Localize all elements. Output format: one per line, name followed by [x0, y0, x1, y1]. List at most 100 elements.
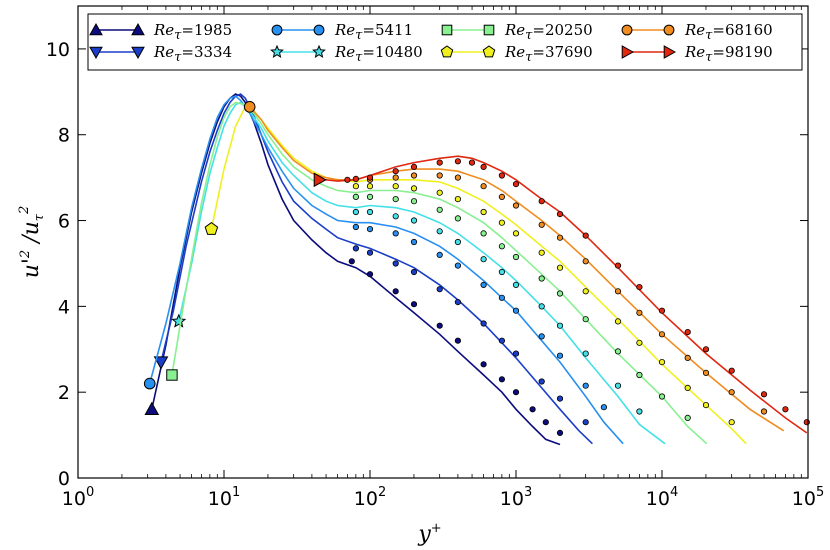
series-line-10480 — [178, 101, 666, 445]
x-tick-label-5: 105 — [792, 485, 824, 510]
data-point-20250-3 — [410, 198, 418, 205]
data-point-20250-14 — [658, 393, 666, 400]
data-point-20250-10 — [556, 290, 564, 297]
series-20250 — [166, 101, 708, 445]
legend-label-eq: = — [181, 21, 194, 39]
legend-item-68160: Reτ=68160 — [621, 21, 773, 43]
x-axis-label-base: y — [417, 522, 431, 547]
data-point-3334-0 — [352, 245, 359, 252]
data-point-37690-3 — [410, 185, 418, 192]
data-point-10480-10 — [556, 322, 564, 329]
data-point-5411-0 — [352, 223, 359, 231]
data-point-98190-14 — [614, 262, 622, 269]
x-tick-label-exp: 5 — [816, 485, 824, 500]
data-point-1985-4 — [436, 322, 443, 329]
legend-label-37690: Reτ=37690 — [504, 43, 593, 65]
data-point-68160-1 — [392, 174, 399, 181]
data-point-1985-10 — [542, 419, 549, 426]
data-point-5411-3 — [410, 238, 418, 246]
data-point-37690-12 — [614, 318, 622, 325]
data-point-37690-7 — [498, 219, 505, 226]
legend-label-value: 68160 — [725, 21, 773, 39]
data-point-98190-22 — [803, 419, 810, 426]
legend-label-re: Re — [684, 43, 705, 61]
data-point-98190-8 — [480, 163, 487, 170]
legend-item-98190: Reτ=98190 — [621, 43, 773, 65]
data-point-10480-11 — [582, 350, 589, 357]
data-point-3334-6 — [480, 320, 487, 327]
legend-label-68160: Reτ=68160 — [684, 21, 773, 43]
data-point-5411-8 — [512, 307, 520, 314]
data-point-98190-9 — [498, 172, 505, 179]
data-point-37690-17 — [728, 419, 735, 426]
data-point-1985-8 — [512, 389, 520, 396]
legend-label-re: Re — [504, 21, 525, 39]
data-point-98190-3 — [392, 168, 399, 175]
data-point-98190-16 — [658, 307, 666, 314]
y-tick-label-4: 8 — [58, 125, 70, 147]
data-point-10480-9 — [538, 303, 545, 310]
data-point-68160-3 — [436, 172, 443, 179]
data-point-20250-9 — [538, 275, 545, 282]
data-point-10480-13 — [636, 408, 643, 415]
data-point-68160-17 — [760, 408, 768, 415]
data-point-37690-1 — [366, 183, 374, 190]
x-tick-label-exp: 4 — [670, 485, 678, 500]
data-point-98190-2 — [366, 174, 374, 181]
data-point-10480-3 — [410, 217, 418, 224]
data-point-68160-7 — [512, 202, 520, 209]
x-tick-label-4: 104 — [646, 485, 678, 510]
data-point-37690-16 — [702, 401, 710, 409]
data-point-3334-11 — [582, 419, 589, 426]
x-axis-label: y+ — [417, 521, 441, 547]
series-3334 — [153, 93, 593, 445]
data-point-98190-15 — [636, 283, 643, 291]
legend-marker-end — [313, 24, 325, 36]
y-axis-label: u'2 /uτ2 — [17, 206, 47, 279]
legend-label-tau: τ — [705, 28, 713, 43]
data-point-37690-5 — [454, 196, 461, 203]
data-point-98190-12 — [556, 211, 564, 218]
data-point-68160-2 — [410, 172, 418, 179]
series-line-5411 — [148, 95, 624, 445]
legend-label-eq: = — [362, 21, 375, 39]
data-point-20250-1 — [366, 193, 374, 200]
data-point-98190-13 — [582, 232, 589, 239]
data-point-5411-5 — [454, 262, 461, 269]
series-line-98190 — [319, 155, 808, 434]
data-point-20250-15 — [684, 414, 691, 421]
data-point-37690-4 — [436, 189, 443, 196]
data-point-98190-6 — [454, 158, 461, 165]
legend-label-value: 98190 — [725, 43, 773, 61]
data-point-20250-5 — [454, 215, 461, 222]
legend-marker-end — [483, 24, 495, 36]
legend-label-value: 3334 — [194, 43, 232, 61]
legend-marker-end — [482, 45, 496, 58]
y-axis-label-den: u — [19, 221, 44, 235]
series-marker-3334 — [153, 356, 169, 370]
data-point-68160-5 — [480, 183, 487, 190]
data-point-1985-6 — [480, 361, 487, 368]
legend-item-10480: Reτ=10480 — [270, 43, 423, 65]
legend-label-10480: Reτ=10480 — [334, 43, 423, 65]
y-axis-label-num-exp: 2 — [18, 250, 33, 259]
data-point-5411-10 — [556, 352, 564, 359]
data-point-5411-4 — [436, 251, 443, 258]
data-point-20250-2 — [392, 196, 399, 203]
data-point-20250-11 — [582, 316, 589, 323]
data-point-3334-10 — [556, 395, 564, 402]
legend-marker-end — [663, 24, 675, 36]
y-axis-label-num: u' — [19, 258, 44, 278]
data-point-20250-7 — [498, 243, 505, 250]
x-tick-label-base: 10 — [646, 488, 670, 510]
data-point-68160-16 — [728, 389, 735, 396]
data-point-5411-1 — [366, 226, 374, 233]
x-tick-label-base: 10 — [500, 488, 524, 510]
data-point-3334-9 — [538, 378, 545, 385]
legend-label-re: Re — [684, 21, 705, 39]
data-point-1985-7 — [498, 376, 505, 383]
legend: Reτ=1985Reτ=3334Reτ=5411Reτ=10480Reτ=202… — [87, 13, 803, 71]
x-axis-label-sup: + — [431, 521, 442, 536]
series-marker-10480 — [171, 313, 187, 328]
